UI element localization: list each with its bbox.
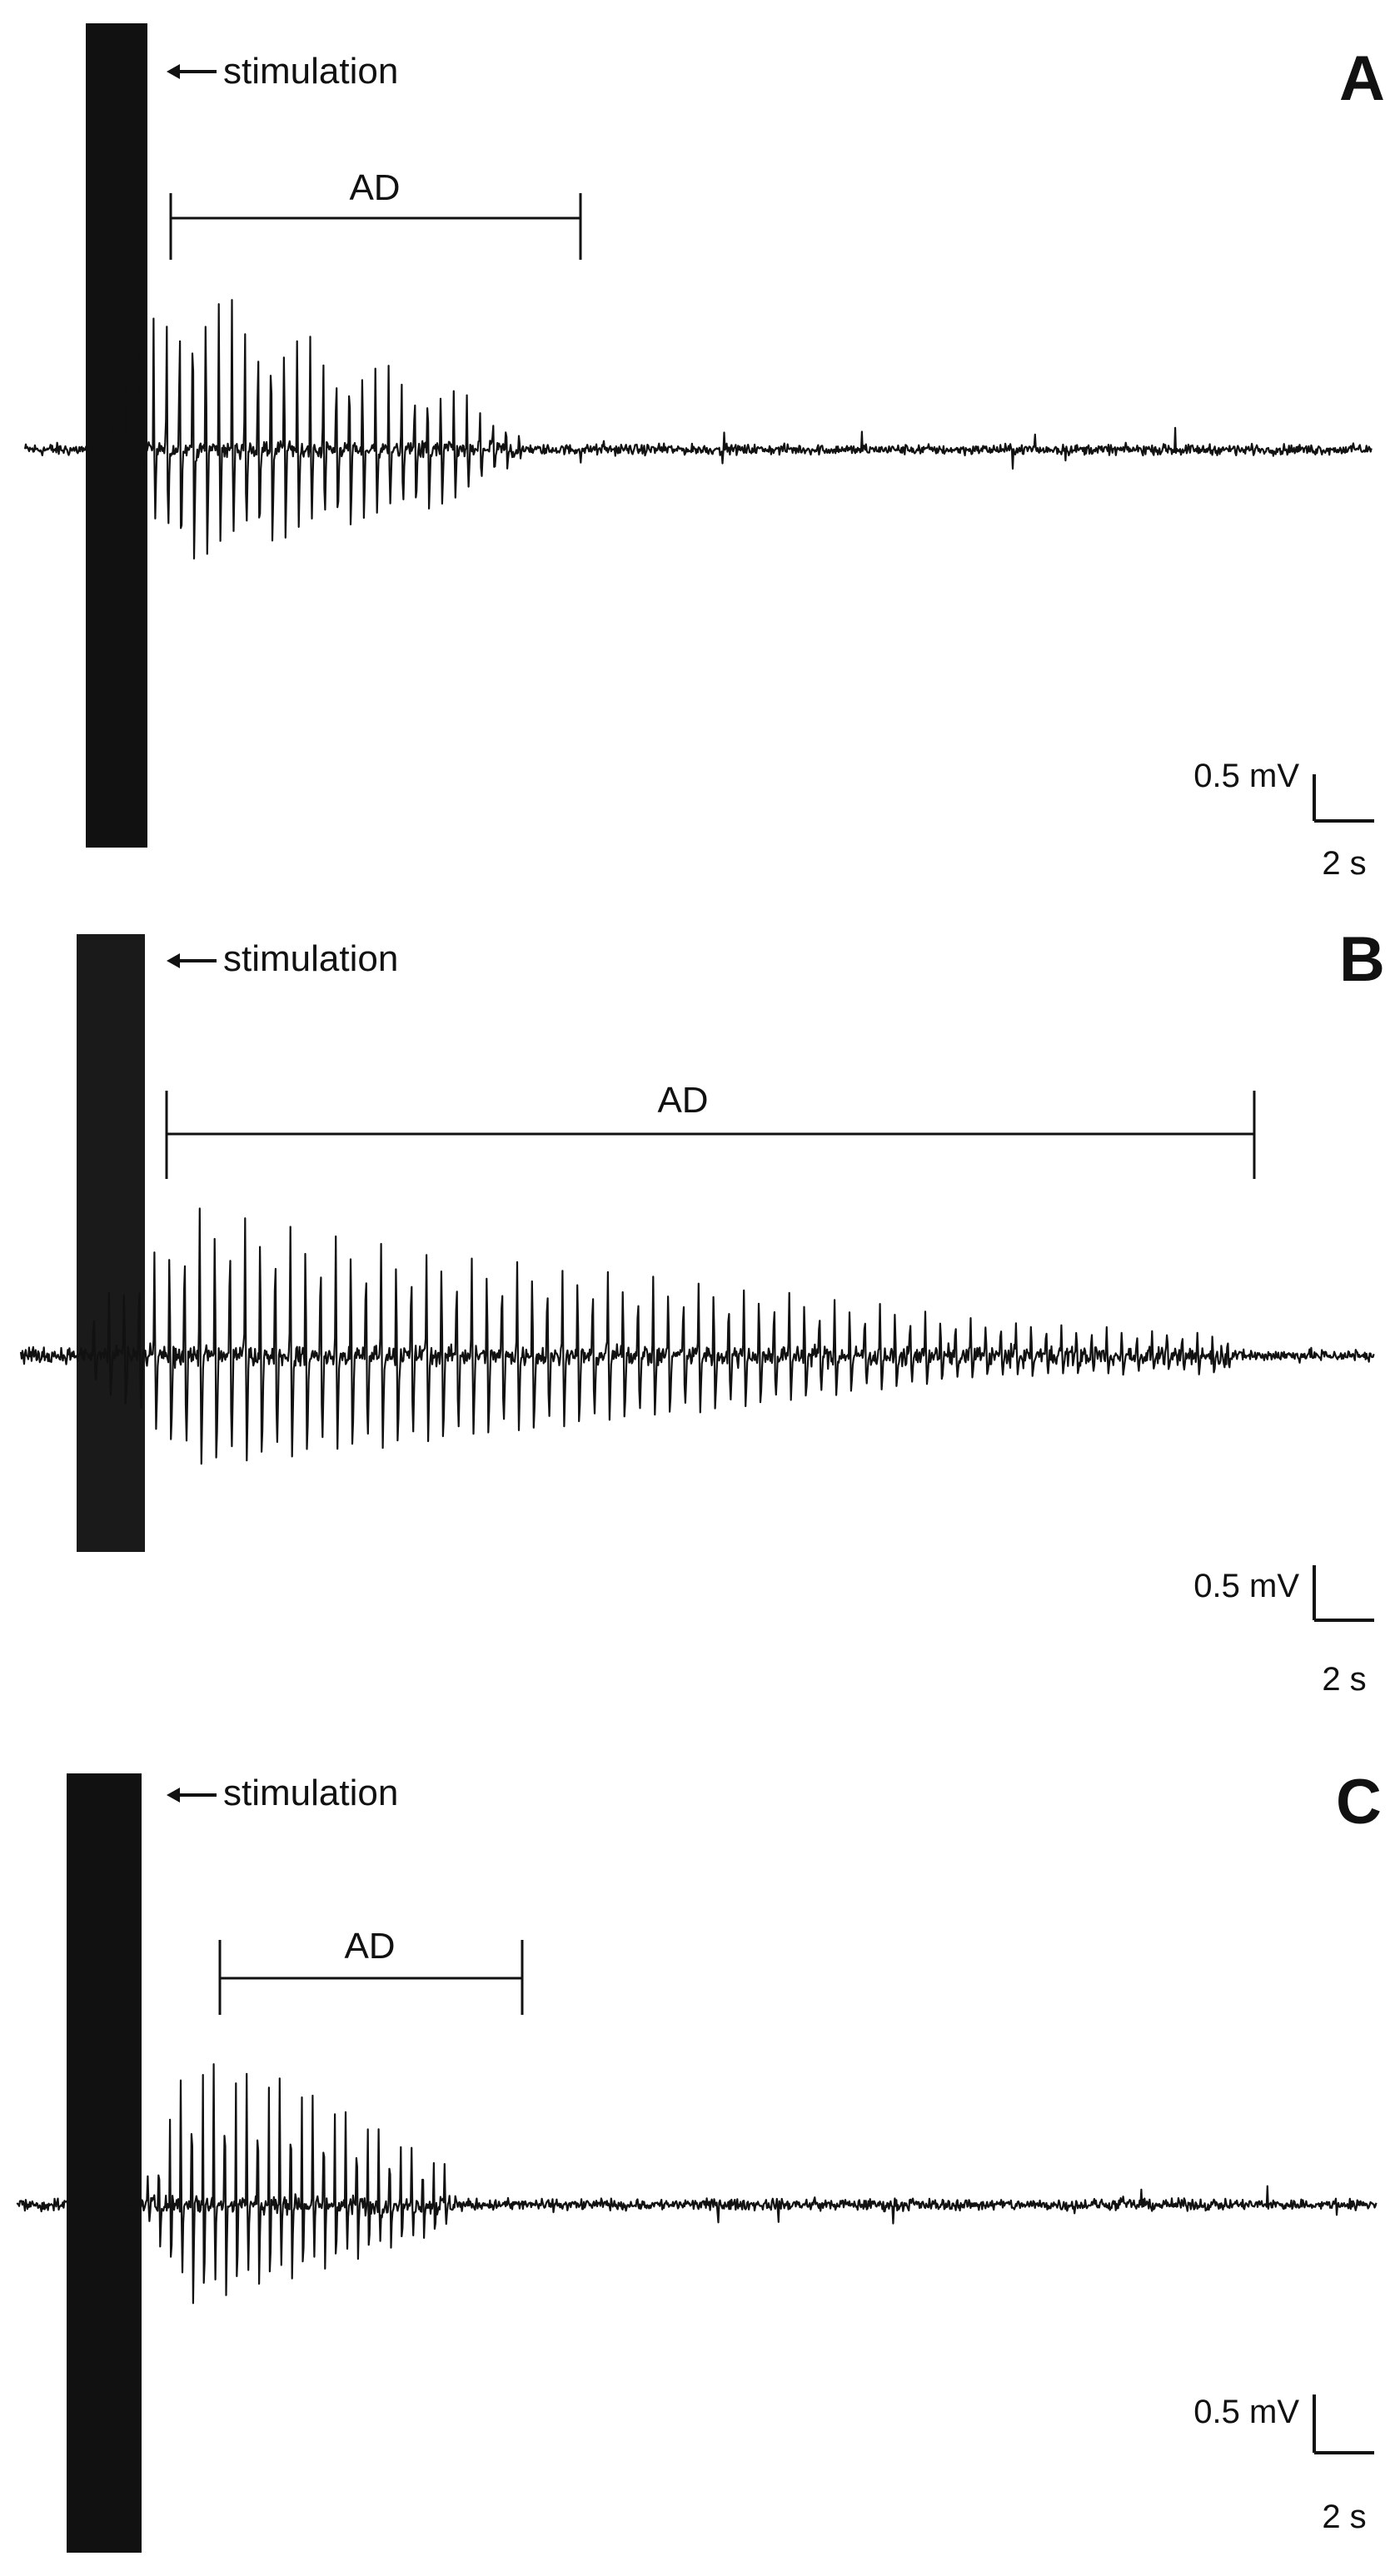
panel-b-letter: B [1339, 924, 1385, 995]
panel-b-scale-bar [1313, 1565, 1374, 1622]
panel-a-ad-bracket [169, 193, 582, 260]
panel-a-scale-bar [1313, 774, 1374, 823]
panel-c-voltage-scale-label: 0.5 mV [1193, 2394, 1299, 2430]
panel-b-stimulation-block [77, 934, 145, 1552]
panel-c-scale-bar [1313, 2394, 1374, 2454]
panel-a: A stimulation AD 0.5 mV 2 s [23, 23, 1385, 882]
panel-a-time-scale-label: 2 s [1322, 845, 1366, 882]
panel-c: C stimulation AD 0.5 mV 2 s [16, 1767, 1382, 2553]
panel-a-stimulation-arrow [167, 64, 217, 79]
panel-c-stimulation-block [67, 1773, 142, 2553]
panel-b: B stimulation AD 0.5 mV 2 s [19, 924, 1385, 1698]
panel-a-ad-label: AD [349, 167, 400, 208]
panel-c-time-scale-label: 2 s [1322, 2499, 1366, 2535]
panel-b-time-scale-label: 2 s [1322, 1661, 1366, 1698]
panel-c-ad-bracket [218, 1940, 524, 2015]
panel-a-eeg-trace [23, 299, 1373, 559]
panel-c-letter: C [1336, 1767, 1382, 1838]
panel-a-stimulation-label: stimulation [223, 51, 398, 92]
panel-c-ad-label: AD [344, 1926, 395, 1967]
panel-a-letter: A [1339, 43, 1385, 114]
panel-a-stimulation-block [86, 23, 147, 848]
panel-b-ad-bracket [165, 1091, 1256, 1179]
panel-b-ad-label: AD [657, 1080, 708, 1121]
panel-a-voltage-scale-label: 0.5 mV [1193, 758, 1299, 794]
panel-b-voltage-scale-label: 0.5 mV [1193, 1568, 1299, 1604]
panel-b-stimulation-label: stimulation [223, 938, 398, 979]
panel-c-eeg-trace [16, 2063, 1378, 2305]
panel-b-stimulation-arrow [167, 953, 217, 968]
panel-c-stimulation-label: stimulation [223, 1773, 398, 1813]
panel-b-eeg-trace [19, 1207, 1375, 1465]
panel-c-stimulation-arrow [167, 1788, 217, 1803]
